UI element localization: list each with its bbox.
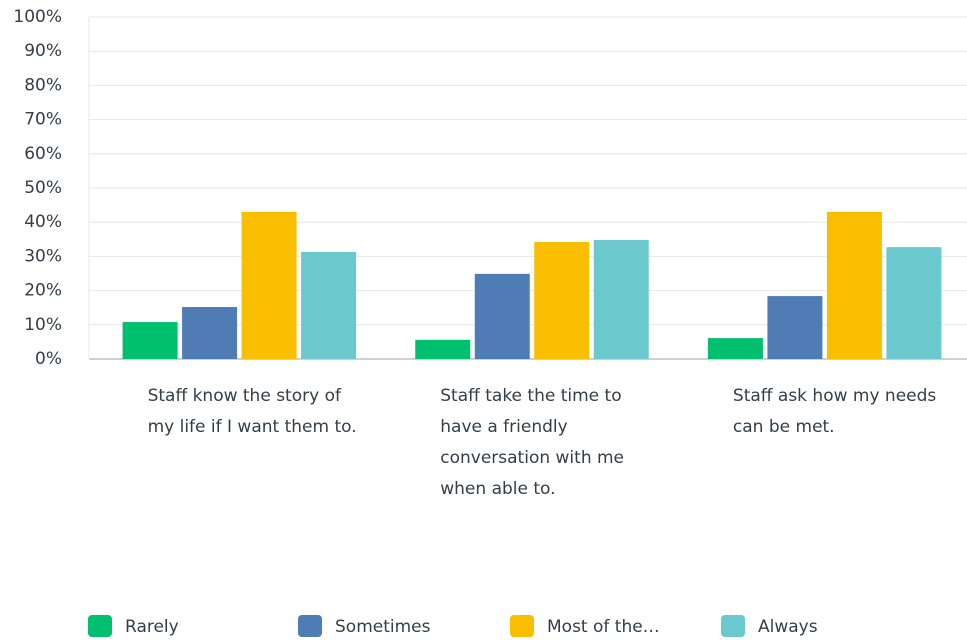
- y-tick-label: 40%: [24, 212, 62, 232]
- x-tick-label: Staff ask how my needs can be met.: [732, 386, 937, 437]
- y-tick-label: 70%: [24, 110, 62, 130]
- bar: [707, 338, 763, 359]
- x-tick-label: Staff know the story of my life if I wan…: [147, 386, 357, 437]
- y-tick-label: 80%: [24, 75, 62, 95]
- y-tick-label: 20%: [24, 281, 62, 301]
- bar: [826, 211, 882, 359]
- y-tick-label: 100%: [13, 7, 62, 27]
- bar: [474, 273, 530, 359]
- legend-swatch: [88, 615, 112, 637]
- bar: [886, 247, 942, 359]
- legend-label: Always: [758, 617, 818, 637]
- bar: [122, 322, 178, 359]
- bar: [415, 339, 471, 359]
- legend-swatch: [298, 615, 322, 637]
- bar: [241, 211, 297, 359]
- legend-label: Most of the…: [547, 617, 660, 637]
- y-tick-label: 50%: [24, 178, 62, 198]
- bar: [593, 239, 649, 359]
- bar: [301, 251, 357, 359]
- legend-label: Rarely: [125, 617, 179, 637]
- y-tick-label: 60%: [24, 144, 62, 164]
- bar: [182, 307, 238, 359]
- legend-label: Sometimes: [335, 617, 431, 637]
- legend-swatch: [510, 615, 534, 637]
- y-tick-label: 0%: [35, 349, 62, 369]
- legend-swatch: [721, 615, 745, 637]
- bar: [534, 242, 590, 359]
- y-tick-label: 10%: [24, 315, 62, 335]
- y-tick-label: 30%: [24, 246, 62, 266]
- y-tick-label: 90%: [24, 41, 62, 61]
- x-tick-label: Staff take the time to have a friendly c…: [440, 386, 625, 499]
- bar: [767, 296, 823, 359]
